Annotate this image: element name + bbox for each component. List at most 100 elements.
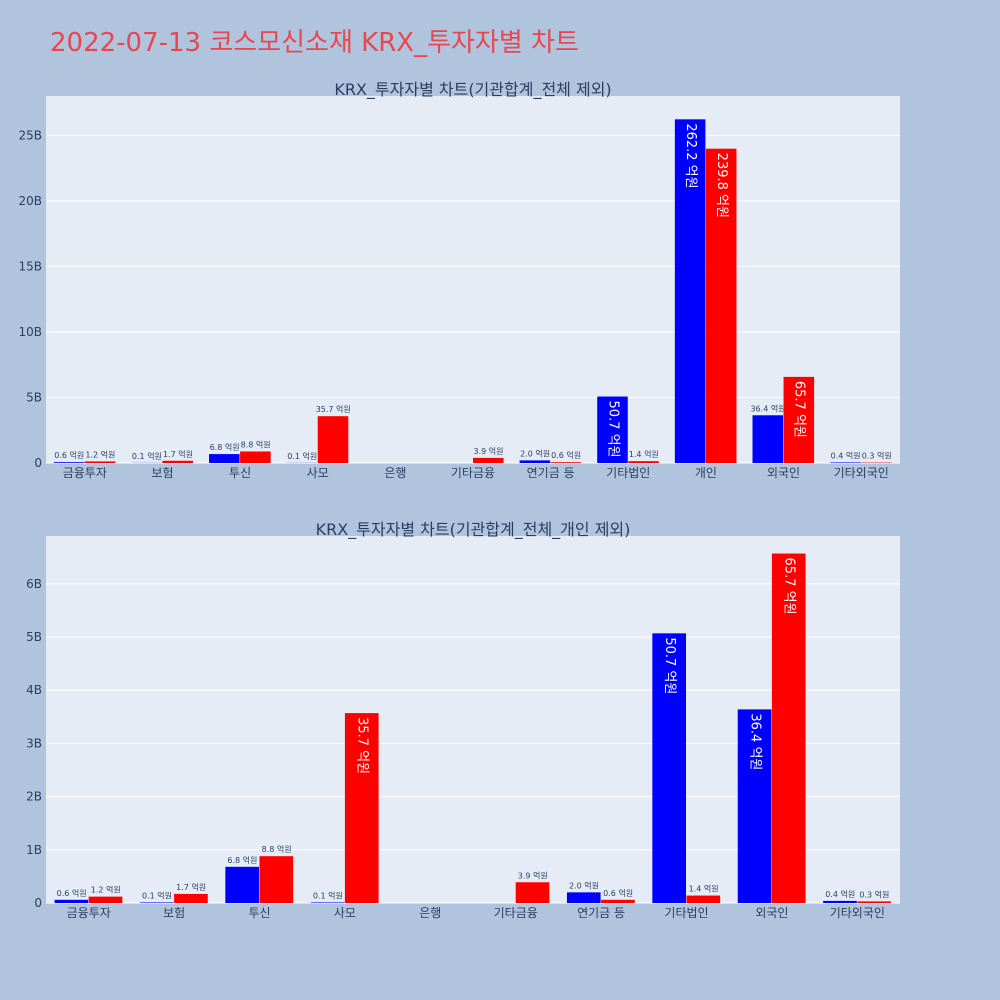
bar [601,899,635,903]
data-label: 36.4 억원 [750,403,785,413]
data-label: 3.9 억원 [474,446,504,456]
bar [515,882,550,903]
bar [597,396,628,463]
data-label: 8.8 억원 [241,439,271,449]
bar [674,119,706,463]
data-label: 1.4 억원 [629,449,659,459]
page-title: 2022-07-13 코스모신소재 KRX_투자자별 차트 [50,28,579,58]
y-tick-label: 25B [18,128,42,142]
chart-2: 0 1B 2B 3B 4B 5B 6B KRX_투자자별 차트(기관합계_전체_개인 제외) 금… [26,520,900,920]
bar [310,902,345,903]
bar [88,896,123,903]
data-label: 36.4 억원 [747,713,762,770]
plot-area [46,96,900,463]
bar [705,148,737,463]
x-tick-label: 금융투자 [63,466,107,480]
data-label: 1.7 억원 [163,449,193,459]
data-label: 262.2 억원 [683,123,698,188]
data-label: 35.7 억원 [354,717,369,774]
bar [566,892,601,903]
y-tick-label: 4B [26,683,42,697]
bar [857,901,891,903]
data-label: 0.4 억원 [831,450,861,460]
data-label: 0.1 억원 [313,890,343,900]
data-label: 0.6 억원 [57,888,87,898]
x-tick-label: 기타외국인 [834,466,889,480]
x-tick-label: 외국인 [767,466,800,480]
x-tick-label: 기타법인 [606,466,650,480]
x-tick-label: 투신 [248,906,270,920]
bar [259,856,294,903]
data-label: 1.2 억원 [85,449,115,459]
data-label: 50.7 억원 [605,401,620,458]
bar [139,902,174,903]
x-tick-label: 은행 [419,905,441,920]
x-tick-label: 기타법인 [664,906,708,920]
data-label: 65.7 억원 [792,381,807,438]
data-label: 0.3 억원 [862,451,892,461]
chart-1: 0 5B 10B 15B 20B 25B KRX_투자자별 차트(기관합계_전체 제외) 금융… [18,80,900,480]
data-label: 2.0 억원 [520,448,550,458]
x-tick-label: 기타금융 [494,906,538,920]
chart-title: KRX_투자자별 차트(기관합계_전체 제외) [334,80,611,100]
y-tick-label: 10B [18,325,42,339]
data-label: 2.0 억원 [569,880,599,890]
data-label: 0.6 억원 [551,450,581,460]
x-tick-label: 투신 [229,466,251,480]
data-label: 0.6 억원 [54,450,84,460]
data-label: 3.9 억원 [518,870,548,880]
bar [550,462,582,463]
bar [240,451,271,463]
bar [686,895,721,903]
x-tick-label: 은행 [384,465,406,480]
x-tick-label: 개인 [695,466,717,480]
y-tick-label: 5B [26,630,42,644]
bar [209,454,240,463]
data-label: 1.7 억원 [176,882,206,892]
data-label: 0.4 억원 [825,889,855,899]
bar [317,416,349,463]
x-tick-label: 금융투자 [67,906,111,920]
x-tick-label: 사모 [334,906,356,920]
bar [53,462,85,463]
bar [225,866,259,903]
data-label: 239.8 억원 [714,153,729,218]
bar [54,899,89,903]
data-label: 1.4 억원 [689,884,719,894]
bar [823,900,857,903]
x-tick-label: 사모 [307,466,329,480]
x-tick-label: 외국인 [755,906,788,920]
bar [771,553,806,903]
data-label: 50.7 억원 [662,637,677,694]
bar [519,460,551,463]
data-label: 0.1 억원 [287,451,317,461]
bar [162,460,194,463]
data-label: 1.2 억원 [91,885,121,895]
y-tick-label: 15B [18,259,42,273]
y-tick-label: 2B [26,790,42,804]
bar [752,415,784,463]
data-label: 65.7 억원 [781,558,796,615]
bar [830,462,861,463]
x-tick-label: 보험 [151,466,173,480]
y-tick-label: 3B [26,736,42,750]
bar [473,457,504,463]
bar [174,893,208,903]
bar [652,633,686,903]
x-tick-label: 기타금융 [451,466,495,480]
data-label: 0.1 억원 [132,451,162,461]
x-tick-label: 기타외국인 [830,906,885,920]
bar [783,376,815,463]
data-label: 0.3 억원 [859,889,889,899]
bar [84,461,116,463]
bar [344,713,379,903]
data-label: 6.8 억원 [210,442,240,452]
bar [628,461,659,463]
y-tick-label: 6B [26,577,42,591]
x-tick-label: 보험 [163,906,185,920]
y-tick-label: 0 [34,896,42,910]
data-label: 8.8 억원 [262,844,292,854]
data-label: 35.7 억원 [316,404,351,414]
chart-title: KRX_투자자별 차트(기관합계_전체_개인 제외) [316,520,631,540]
data-label: 0.1 억원 [142,890,172,900]
